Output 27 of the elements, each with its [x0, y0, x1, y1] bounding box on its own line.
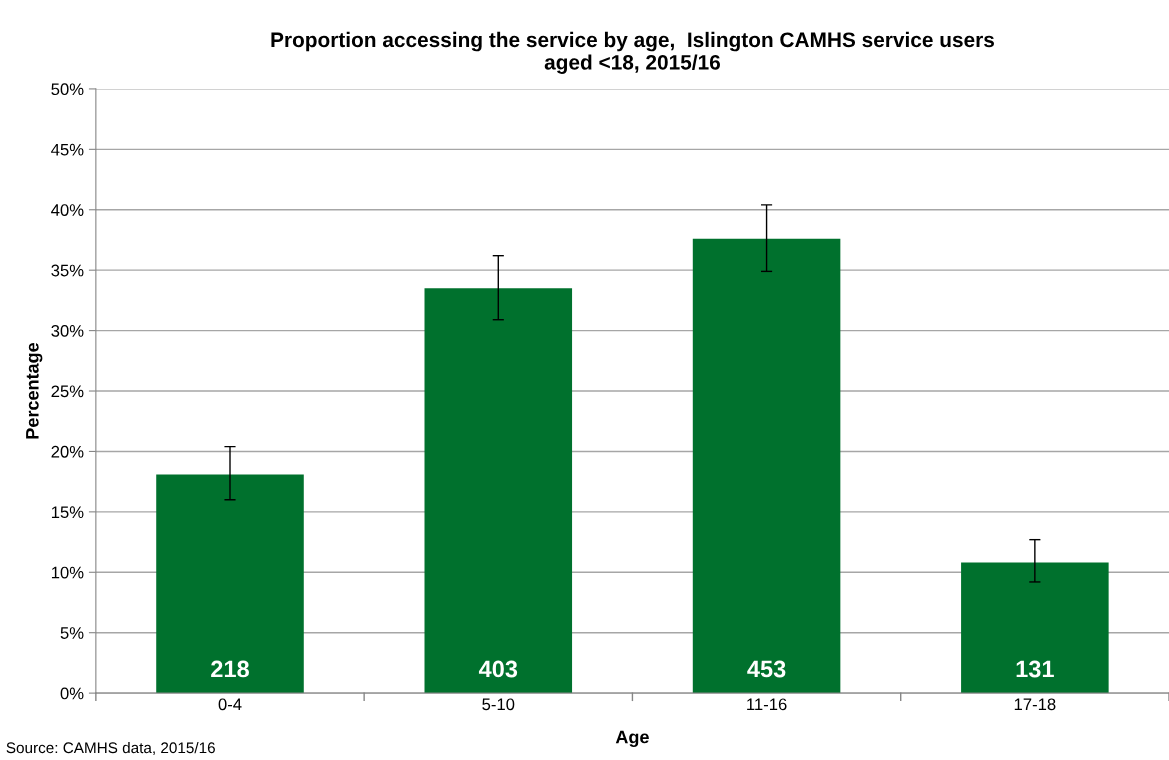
- y-tick-label: 10%: [51, 566, 84, 579]
- y-tick-label: 25%: [51, 385, 84, 398]
- bar: [156, 474, 304, 694]
- y-tick-label: 5%: [60, 627, 84, 639]
- annotation: 218: [211, 660, 249, 678]
- annotation: 403: [478, 660, 518, 678]
- x-tick-label: 0-4: [218, 698, 242, 711]
- bar: [424, 288, 573, 694]
- x-tick-label: 11-16: [747, 698, 787, 711]
- y-tick-label: 20%: [51, 445, 84, 458]
- y-tick-label: 45%: [51, 143, 84, 156]
- bar: [692, 238, 841, 694]
- y-tick-label: 15%: [51, 506, 84, 519]
- y-tick-label: 40%: [51, 204, 84, 216]
- x-axis-title: Age: [615, 730, 649, 748]
- y-tick-label: 30%: [51, 325, 84, 337]
- y-axis-title: Percentage: [26, 342, 43, 439]
- y-tick-label: 0%: [60, 687, 84, 700]
- annotation: 453: [747, 660, 786, 678]
- y-tick-label: 35%: [51, 264, 84, 277]
- x-tick-label: 17-18: [1014, 698, 1056, 711]
- annotation: 131: [1016, 660, 1054, 678]
- chart-title: Proportion accessing the service by age, Islington CAMHS service users aged <18, 2015/16: [271, 31, 994, 74]
- x-tick-label: 5-10: [482, 698, 515, 711]
- bar: [961, 562, 1109, 694]
- source-note: Source: CAMHS data, 2015/16: [6, 741, 215, 755]
- y-tick-label: 50%: [51, 83, 84, 96]
